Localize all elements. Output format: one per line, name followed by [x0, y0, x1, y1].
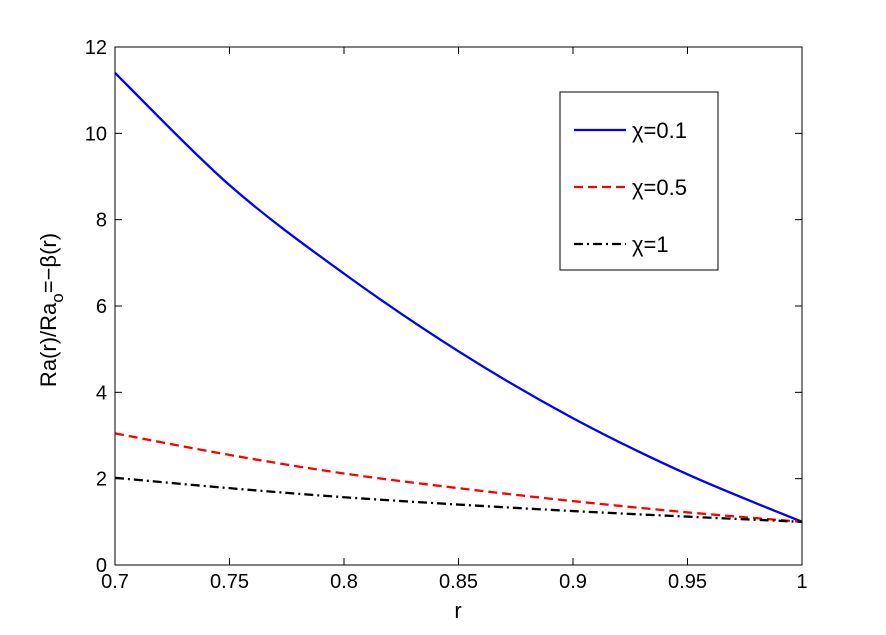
y-tick-label-4: 8	[96, 210, 107, 232]
x-tick-label-5: 0.95	[668, 571, 707, 593]
series-layer	[114, 72, 803, 523]
y-tick-label-3: 6	[96, 296, 107, 318]
series-line-0	[114, 72, 803, 523]
legend-label-2: χ=1	[632, 232, 669, 257]
y-tick-label-6: 12	[85, 37, 107, 59]
x-tick-label-2: 0.8	[330, 571, 358, 593]
x-axis-title: r	[454, 598, 461, 623]
y-tick-label-0: 0	[96, 555, 107, 577]
y-axis-title-suffix: =−β(r)	[36, 233, 61, 293]
legend-box	[559, 91, 719, 271]
x-tick-label-0: 0.7	[101, 571, 129, 593]
y-tick-label-1: 2	[96, 469, 107, 491]
x-tick-label-3: 0.85	[439, 571, 478, 593]
legend: χ=0.1 χ=0.5 χ=1	[559, 91, 719, 271]
series-line-2	[114, 476, 803, 523]
x-tick-label-6: 1	[796, 571, 807, 593]
y-axis-title-subscript: o	[48, 293, 67, 302]
y-axis-title-main: Ra(r)/Ra	[36, 302, 61, 387]
legend-label-1: χ=0.5	[632, 175, 687, 200]
x-tick-label-1: 0.75	[210, 571, 249, 593]
legend-label-0: χ=0.1	[632, 118, 687, 143]
x-tick-label-4: 0.9	[559, 571, 587, 593]
y-tick-label-5: 10	[85, 123, 107, 145]
series-line-1	[114, 432, 803, 523]
y-tick-label-2: 4	[96, 382, 107, 404]
y-axis-title: Ra(r)/Rao=−β(r)	[36, 233, 67, 387]
